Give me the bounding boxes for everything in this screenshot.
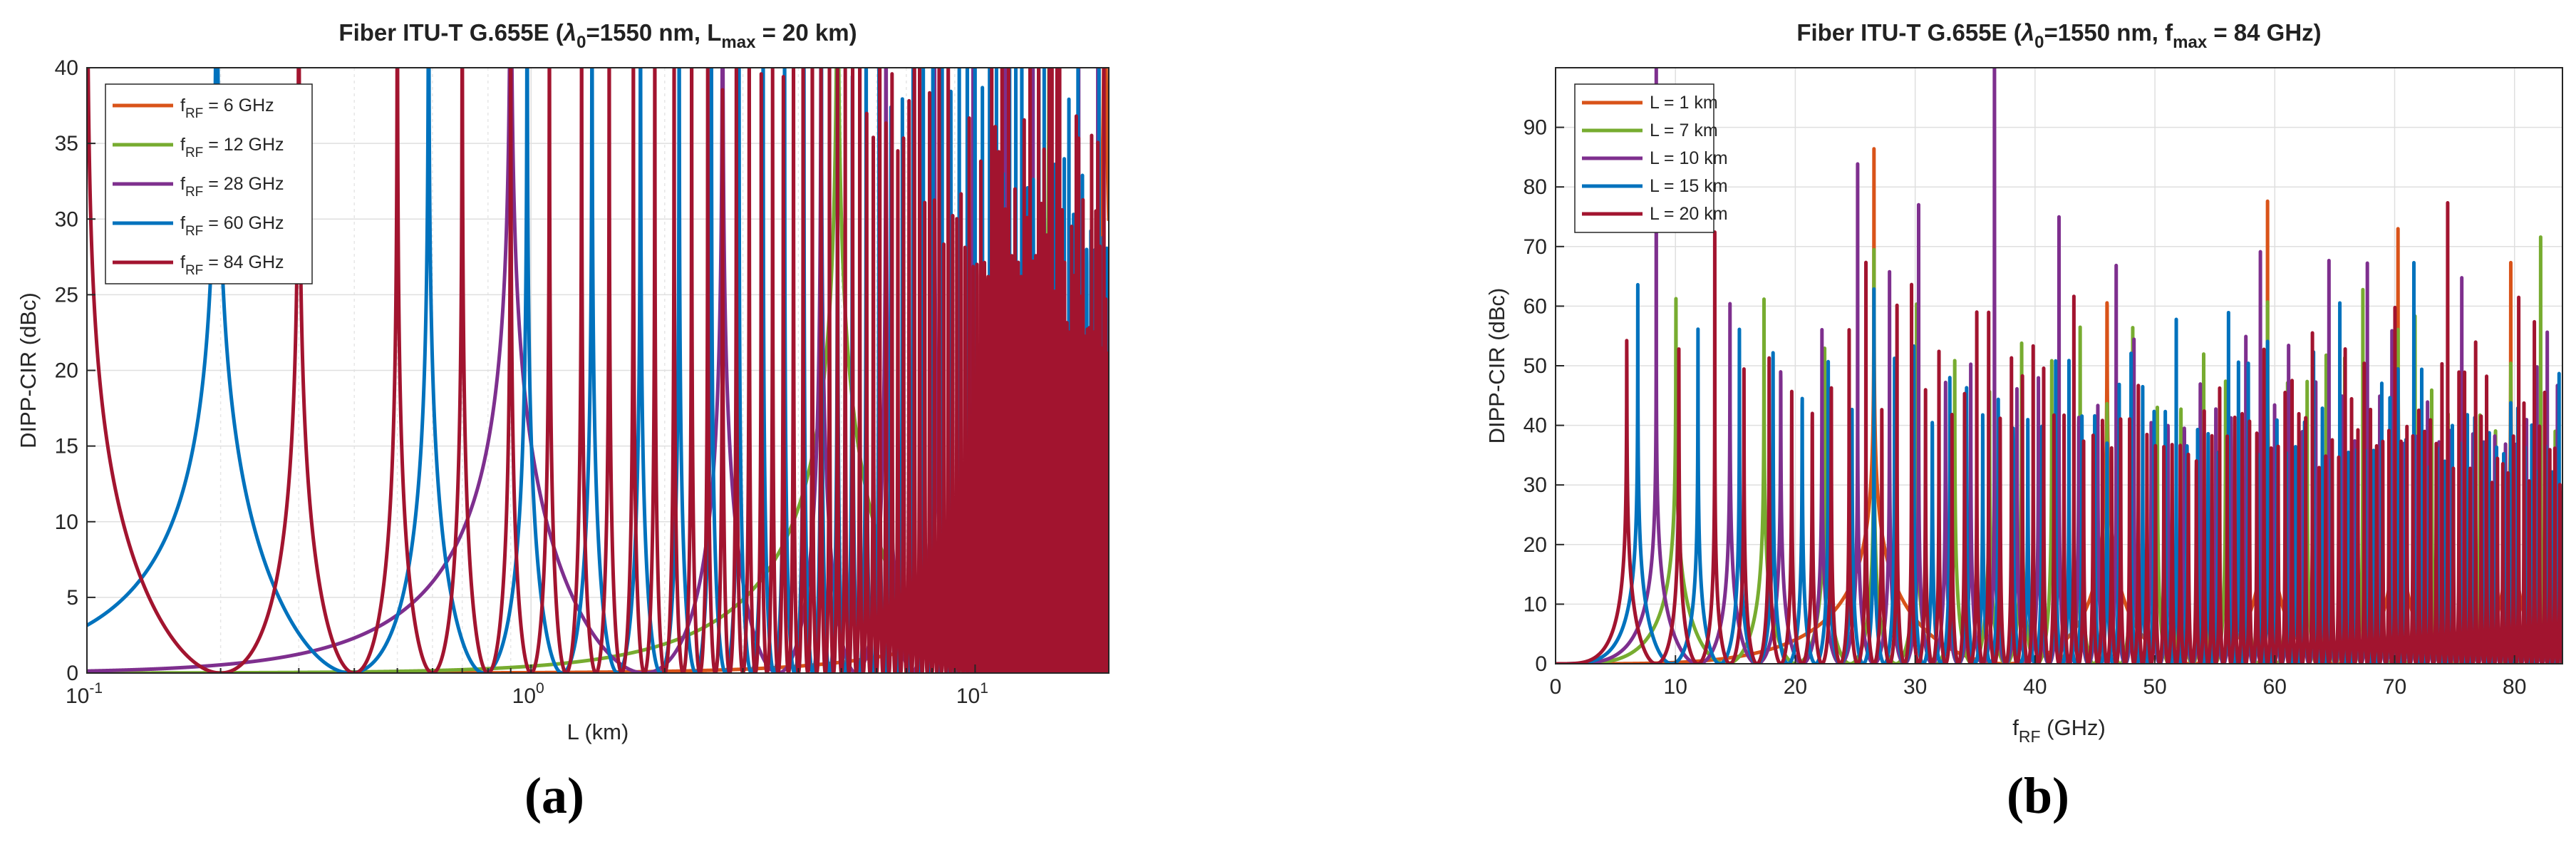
y-tick-label: 70 <box>1524 235 1547 259</box>
x-tick-label: 20 <box>1784 675 1807 699</box>
y-tick-label: 30 <box>1524 473 1547 497</box>
series-line-84 <box>87 68 1109 673</box>
y-tick-label: 10 <box>1524 592 1547 616</box>
legend-label: fRF = 12 GHz <box>180 135 284 160</box>
y-tick-label: 20 <box>1524 533 1547 557</box>
y-tick-label: 5 <box>66 586 78 610</box>
y-tick-label: 0 <box>66 662 78 685</box>
chart-b: 0 10 20 30 40 50 60 70 80 90 0 10 20 30 40 50 60 70 80 Fibe… <box>1484 19 2563 824</box>
y-tick-label: 80 <box>1524 175 1547 199</box>
y-tick-label: 20 <box>55 359 78 383</box>
legend-label: L = 1 km <box>1650 93 1718 113</box>
legend-label: L = 7 km <box>1650 120 1718 140</box>
y-tick-label: 30 <box>55 207 78 231</box>
legend-label: fRF = 84 GHz <box>180 252 284 278</box>
series-lines <box>1556 68 2562 664</box>
subfigure-caption: (b) <box>2007 767 2069 824</box>
y-tick-label: 35 <box>55 132 78 155</box>
legend-label: L = 10 km <box>1650 148 1728 168</box>
x-tick-label: 100 <box>512 680 544 708</box>
x-tick-label: 80 <box>2503 675 2526 699</box>
x-ticks: 10-1 100 101 <box>66 664 1109 708</box>
x-tick-label: 50 <box>2143 675 2166 699</box>
y-tick-label: 90 <box>1524 116 1547 140</box>
legend: L = 1 km L = 7 km L = 10 km L = 15 km L = 20… <box>1574 83 1728 233</box>
legend-label: fRF = 6 GHz <box>180 96 274 121</box>
x-tick-label: 70 <box>2383 675 2406 699</box>
x-axis-label: L (km) <box>567 719 629 744</box>
x-tick-label: 60 <box>2263 675 2287 699</box>
x-tick-label: 10-1 <box>66 680 103 708</box>
y-tick-label: 10 <box>55 510 78 534</box>
y-ticks: 0 10 20 30 40 50 60 70 80 90 <box>1524 116 1564 676</box>
y-axis-label: DIPP-CIR (dBc) <box>16 292 41 448</box>
legend-label: fRF = 60 GHz <box>180 213 284 239</box>
series-line-20 <box>1556 201 2562 664</box>
chart-title: Fiber ITU-T G.655E (λ0=1550 nm, fmax = 8… <box>1796 19 2321 52</box>
y-tick-label: 50 <box>1524 354 1547 378</box>
y-ticks: 0 5 10 15 20 25 30 35 40 <box>55 56 95 685</box>
y-tick-label: 0 <box>1535 652 1547 676</box>
y-tick-label: 25 <box>55 283 78 307</box>
x-tick-label: 40 <box>2023 675 2047 699</box>
legend: fRF = 6 GHz fRF = 12 GHz fRF = 28 GHz fRF =… <box>105 83 313 284</box>
legend-label: L = 20 km <box>1650 204 1728 224</box>
x-tick-label: 10 <box>1664 675 1687 699</box>
y-tick-label: 60 <box>1524 294 1547 318</box>
y-tick-label: 40 <box>1524 414 1547 438</box>
x-tick-label: 30 <box>1903 675 1927 699</box>
y-axis-label: DIPP-CIR (dBc) <box>1484 288 1509 444</box>
x-tick-label: 101 <box>956 680 988 708</box>
legend-label: fRF = 28 GHz <box>180 174 284 200</box>
x-ticks: 0 10 20 30 40 50 60 70 80 <box>1550 655 2526 699</box>
y-tick-label: 15 <box>55 435 78 458</box>
y-tick-label: 40 <box>55 56 78 80</box>
x-axis-label: fRF (GHz) <box>2012 715 2106 746</box>
legend-label: L = 15 km <box>1650 176 1728 196</box>
subfigure-caption: (a) <box>524 767 584 824</box>
x-tick-label: 0 <box>1550 675 1562 699</box>
chart-title: Fiber ITU-T G.655E (λ0=1550 nm, Lmax = 2… <box>338 19 857 52</box>
chart-a: 0 5 10 15 20 25 30 35 40 10-1 100 101 Fiber ITU-T G.… <box>16 19 1109 824</box>
